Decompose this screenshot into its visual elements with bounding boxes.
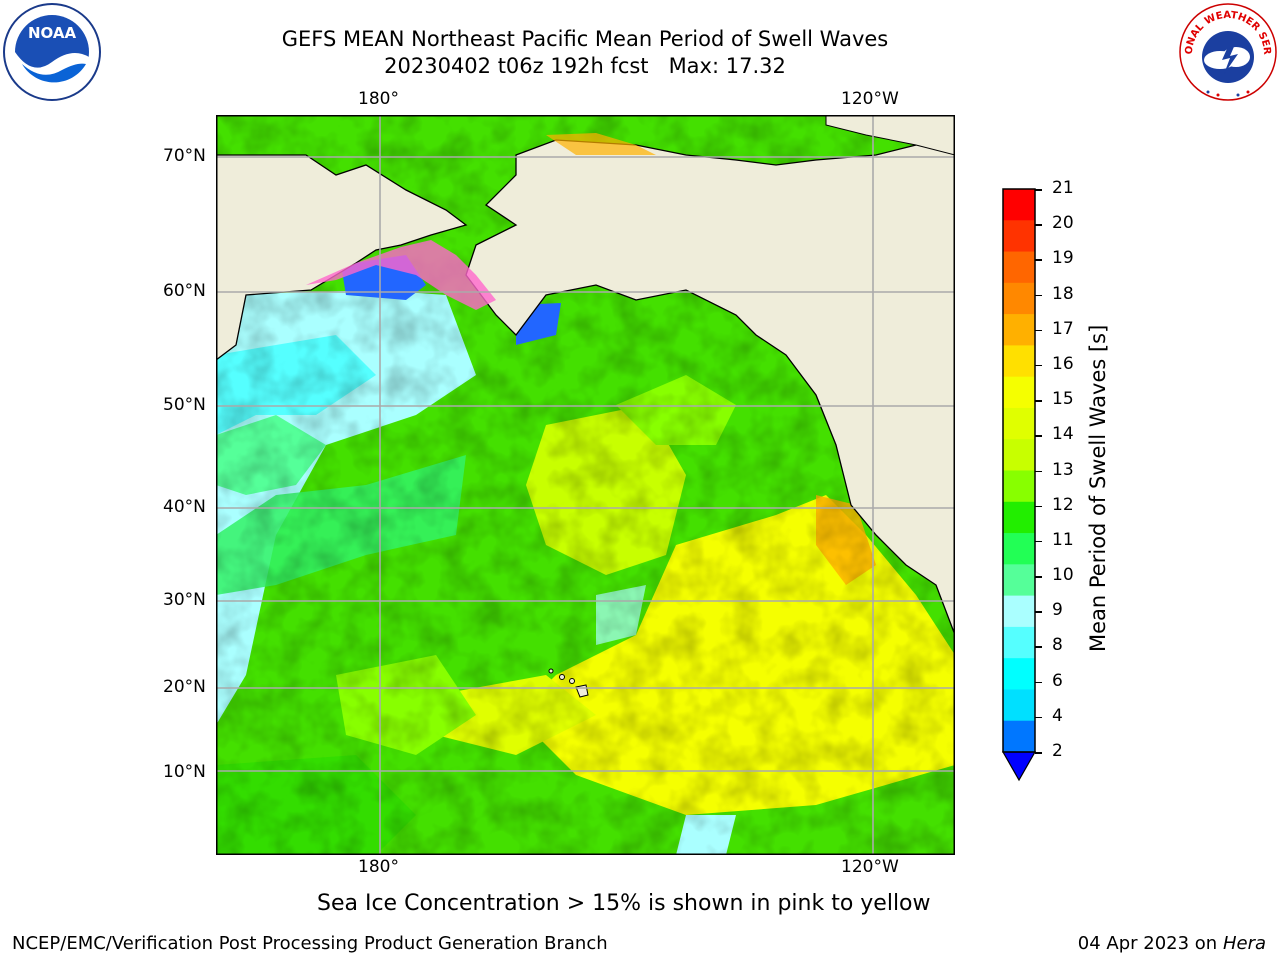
lat-label-20n: 20°N (163, 677, 206, 697)
chart-title: GEFS MEAN Northeast Pacific Mean Period … (281, 27, 889, 51)
sea-ice-arctic (546, 133, 656, 155)
colorbar-cell (1003, 314, 1035, 346)
lat-label-60n: 60°N (163, 281, 206, 301)
chart-subtitle: 20230402 t06z 192h fcst Max: 17.32 (384, 54, 786, 78)
lon-label-top-180: 180° (358, 89, 399, 109)
colorbar-cell (1003, 626, 1035, 659)
colorbar-tick-mark (1035, 435, 1042, 437)
colorbar-tick-mark (1035, 224, 1042, 226)
colorbar-cell (1003, 345, 1035, 378)
footer-date-text: 04 Apr 2023 on (1077, 933, 1223, 954)
colorbar-tick-mark (1035, 364, 1042, 367)
colorbar-tick-mark (1035, 681, 1042, 684)
colorbar-cell (1003, 251, 1035, 284)
lat-label-10n: 10°N (163, 762, 206, 782)
colorbar-tick-mark (1035, 505, 1042, 508)
lat-label-30n: 30°N (163, 590, 206, 610)
hawaii-island-3 (569, 678, 575, 684)
colorbar-tick-mark (1035, 611, 1042, 613)
colorbar-cell (1003, 220, 1035, 253)
colorbar-tick-mark (1035, 259, 1042, 261)
colorbar-tick-mark (1035, 646, 1042, 648)
lon-label-top-120w: 120°W (841, 89, 899, 109)
colorbar-cell (1003, 720, 1035, 753)
lon-label-bottom-180: 180° (358, 857, 399, 877)
colorbar-tick-label: 8 (1052, 635, 1063, 656)
colorbar-cell (1003, 470, 1035, 503)
footer-organization: NCEP/EMC/Verification Post Processing Pr… (12, 933, 608, 954)
colorbar-cell (1003, 189, 1035, 221)
colorbar-tick-label: 9 (1052, 600, 1063, 621)
colorbar-cell (1003, 501, 1035, 534)
colorbar-tick-mark (1035, 294, 1042, 297)
colorbar-tick-label: 21 (1052, 178, 1074, 198)
colorbar-tick-label: 20 (1052, 213, 1074, 234)
colorbar-cell (1003, 282, 1035, 315)
sea-ice-caption: Sea Ice Concentration > 15% is shown in … (317, 891, 931, 916)
colorbar-tick-label: 11 (1052, 529, 1074, 550)
hawaii-island-2 (559, 674, 565, 680)
colorbar-cell (1003, 564, 1035, 597)
map-frame (216, 115, 955, 855)
colorbar (1001, 188, 1037, 782)
colorbar-tick-label: 19 (1052, 248, 1074, 269)
arctic-islands (825, 115, 955, 156)
colorbar-tick-label: 12 (1052, 494, 1074, 515)
hawaii-island-1 (548, 668, 554, 674)
colorbar-cell (1003, 439, 1035, 471)
colorbar-tick-label: 13 (1052, 459, 1074, 480)
footer-date: 04 Apr 2023 on Hera (1078, 933, 1266, 954)
colorbar-extend-triangle (1001, 751, 1037, 782)
lat-label-50n: 50°N (163, 395, 206, 415)
colorbar-cell (1003, 407, 1035, 440)
colorbar-tick-mark (1035, 400, 1042, 402)
colorbar-cell (1003, 376, 1035, 409)
colorbar-tick-label: 2 (1052, 741, 1063, 761)
colorbar-tick-mark (1035, 470, 1042, 472)
footer-system: Hera (1222, 933, 1266, 954)
colorbar-tick-label: 6 (1052, 670, 1063, 691)
noaa-logo-text: NOAA (28, 24, 77, 42)
lat-label-70n: 70°N (163, 146, 206, 166)
colorbar-tick-mark (1035, 716, 1042, 719)
colorbar-title: Mean Period of Swell Waves [s] (1086, 324, 1110, 652)
colorbar-tick-label: 16 (1052, 353, 1074, 374)
colorbar-cell (1003, 595, 1035, 628)
colorbar-tick-mark (1035, 540, 1042, 543)
graticule (216, 115, 955, 855)
colorbar-tick-mark (1035, 329, 1042, 332)
nws-logo-icon: NATIONAL WEATHER SERVICE (1178, 2, 1277, 101)
colorbar-tick-label: 4 (1052, 705, 1063, 726)
colorbar-tick-label: 18 (1052, 283, 1074, 304)
lon-label-bottom-120w: 120°W (841, 857, 899, 877)
noaa-logo-icon: NOAA (3, 3, 101, 101)
siberia-land (216, 154, 468, 361)
colorbar-tick-mark (1035, 189, 1042, 191)
colorbar-cell (1003, 689, 1035, 722)
colorbar-tick-label: 17 (1052, 318, 1074, 339)
swell-period-map (216, 115, 955, 855)
colorbar-tick-mark (1035, 752, 1042, 754)
colorbar-tick-label: 14 (1052, 424, 1074, 445)
colorbar-tick-label: 10 (1052, 565, 1074, 586)
colorbar-cell (1003, 658, 1035, 690)
colorbar-tick-label: 15 (1052, 389, 1074, 410)
colorbar-tick-mark (1035, 576, 1042, 578)
lat-label-40n: 40°N (163, 497, 206, 517)
colorbar-cell (1003, 533, 1035, 565)
